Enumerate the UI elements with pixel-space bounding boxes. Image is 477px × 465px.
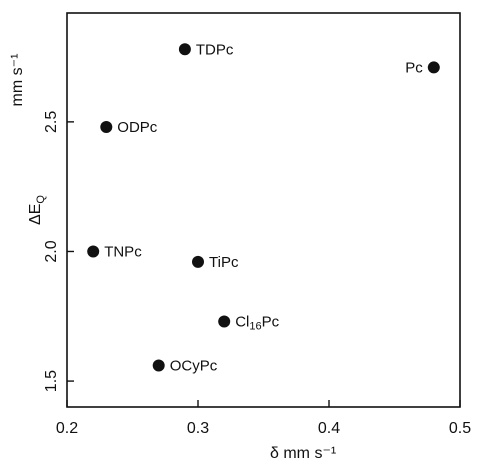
data-point xyxy=(427,61,440,74)
x-tick-label: 0.3 xyxy=(187,420,209,437)
data-point xyxy=(100,121,113,134)
svg-text:ΔEQ: ΔEQ xyxy=(27,195,47,225)
y-tick-label: 1.5 xyxy=(43,370,60,392)
y-tick-label: 2.5 xyxy=(43,111,60,133)
svg-text:mm s⁻¹: mm s⁻¹ xyxy=(9,54,26,107)
y-axis-unit: mm s⁻¹ xyxy=(9,54,26,107)
point-label: Cl16Pc xyxy=(235,313,279,332)
x-tick-label: 0.5 xyxy=(449,420,471,437)
y-tick-label: 2.0 xyxy=(43,240,60,262)
y-axis-label: ΔEQ xyxy=(27,195,47,225)
data-point xyxy=(218,315,231,328)
point-label: OCyPc xyxy=(170,358,218,375)
axis-ticks: 0.2 0.3 0.4 0.5 1.5 2.0 2.5 xyxy=(43,111,471,437)
point-label: TNPc xyxy=(104,243,142,260)
data-point xyxy=(87,245,100,258)
axis-labels: δ mm s⁻¹ ΔEQ mm s⁻¹ xyxy=(9,54,336,462)
x-tick-label: 0.4 xyxy=(318,420,340,437)
point-label: TDPc xyxy=(196,41,234,58)
data-point xyxy=(178,43,191,56)
x-tick-label: 0.2 xyxy=(56,420,78,437)
data-point xyxy=(152,359,165,372)
data-point xyxy=(192,255,204,268)
x-axis-label: δ mm s⁻¹ xyxy=(270,445,336,462)
plot-frame xyxy=(66,12,461,408)
point-label: ODPc xyxy=(117,119,158,136)
point-label: TiPc xyxy=(209,254,239,271)
y-axis-subscript: Q xyxy=(35,195,47,204)
y-axis-symbol: ΔE xyxy=(27,204,44,225)
point-label: Pc xyxy=(405,59,423,76)
data-points: TDPc Pc ODPc TNPc TiPc Cl16Pc OCyPc xyxy=(87,41,440,375)
